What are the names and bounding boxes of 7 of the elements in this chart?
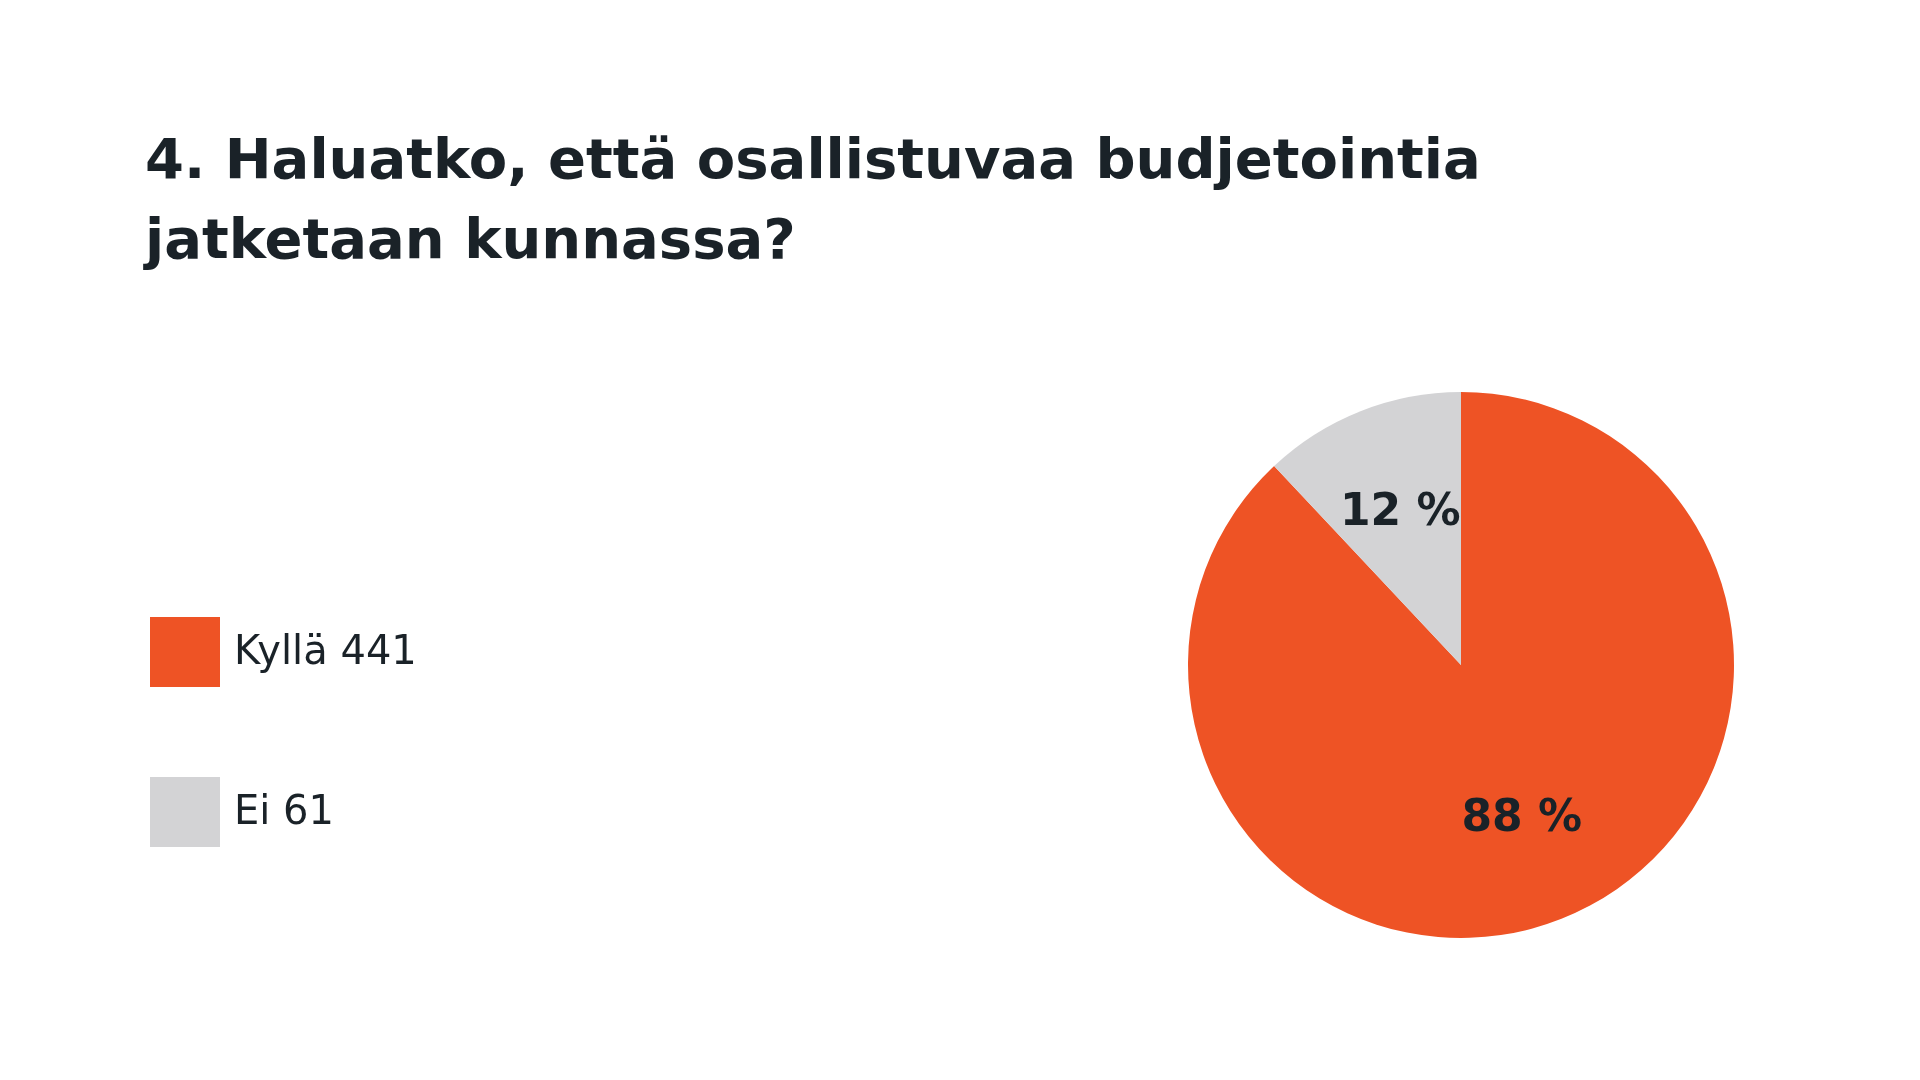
pie-slice xyxy=(1188,392,1734,938)
data-label: 12 % xyxy=(1339,483,1461,535)
chart-title: 4. Haluatko, että osallistuvaa budjetointia jatketaan kunnassa? xyxy=(143,126,1481,271)
data-label: 88 % xyxy=(1461,790,1583,842)
legend-label: Kyllä 441 xyxy=(234,627,417,673)
legend-label: Ei 61 xyxy=(234,787,334,833)
pie-slice xyxy=(1274,392,1461,665)
